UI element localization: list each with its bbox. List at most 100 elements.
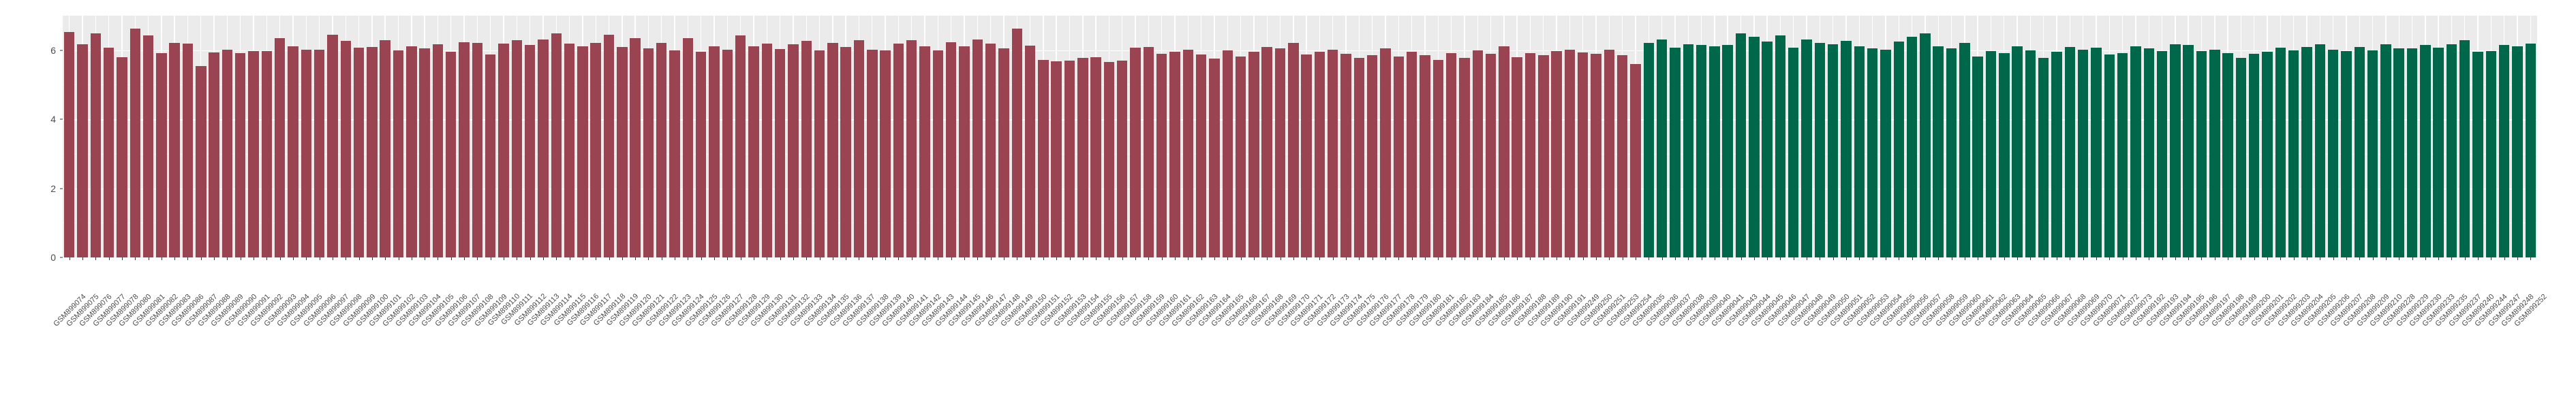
bar[interactable] [2222, 52, 2233, 257]
bar[interactable] [906, 40, 917, 257]
bar[interactable] [801, 40, 812, 257]
bar[interactable] [1906, 37, 1918, 257]
bar[interactable] [1709, 46, 1720, 257]
bar[interactable] [1472, 50, 1483, 257]
bar[interactable] [1235, 56, 1246, 257]
bar[interactable] [327, 34, 338, 257]
bar[interactable] [985, 43, 996, 257]
bar[interactable] [2459, 40, 2470, 257]
bar[interactable] [617, 46, 628, 257]
bar[interactable] [1867, 48, 1878, 257]
bar[interactable] [2038, 57, 2049, 257]
bar[interactable] [169, 42, 180, 257]
bar[interactable] [2064, 46, 2076, 257]
bar[interactable] [1551, 50, 1562, 257]
bar[interactable] [1288, 42, 1299, 257]
bar[interactable] [248, 50, 259, 257]
bar[interactable] [853, 40, 865, 257]
bar[interactable] [1604, 49, 1615, 257]
bar[interactable] [209, 52, 219, 257]
bar[interactable] [2012, 46, 2023, 257]
bar[interactable] [880, 50, 891, 257]
bar[interactable] [1117, 60, 1128, 257]
bar[interactable] [564, 43, 575, 257]
bar[interactable] [1195, 54, 1207, 257]
bar[interactable] [998, 48, 1009, 257]
bar[interactable] [288, 46, 298, 257]
bar[interactable] [1538, 55, 1549, 257]
bar[interactable] [2393, 48, 2404, 257]
bar[interactable] [1103, 62, 1115, 257]
bar[interactable] [274, 37, 286, 257]
bar[interactable] [261, 51, 273, 257]
bar[interactable] [221, 49, 233, 257]
bar[interactable] [1261, 46, 1272, 257]
bar[interactable] [1301, 54, 1312, 257]
bar[interactable] [2143, 48, 2154, 257]
bar[interactable] [182, 43, 194, 257]
bar[interactable] [367, 46, 378, 257]
bar[interactable] [2051, 52, 2062, 257]
bar[interactable] [1959, 42, 1970, 257]
bar[interactable] [2077, 49, 2089, 257]
bar[interactable] [63, 32, 75, 257]
bar[interactable] [551, 33, 562, 257]
bar[interactable] [735, 35, 746, 257]
bar[interactable] [656, 42, 667, 257]
bar[interactable] [2433, 47, 2444, 257]
bar[interactable] [1854, 46, 1865, 257]
bar[interactable] [1564, 49, 1576, 257]
bar[interactable] [669, 50, 680, 257]
bar[interactable] [1459, 57, 1470, 257]
bar[interactable] [1630, 64, 1641, 257]
bar[interactable] [919, 46, 930, 257]
bar[interactable] [1209, 59, 1220, 257]
bar[interactable] [511, 40, 523, 257]
bar[interactable] [1353, 57, 1365, 257]
bar[interactable] [353, 47, 365, 257]
bar[interactable] [2130, 46, 2141, 257]
bar[interactable] [1499, 46, 1509, 257]
bar[interactable] [1972, 56, 1983, 257]
bar[interactable] [524, 45, 536, 257]
bar[interactable] [142, 35, 154, 257]
bar[interactable] [682, 37, 694, 257]
bar[interactable] [393, 50, 404, 257]
bar[interactable] [1051, 61, 1062, 257]
bar[interactable] [1946, 48, 1957, 257]
bar[interactable] [2341, 50, 2352, 257]
bar[interactable] [695, 52, 707, 257]
bar[interactable] [1445, 52, 1457, 257]
bar[interactable] [90, 33, 101, 257]
bar[interactable] [630, 37, 641, 257]
bar[interactable] [1143, 46, 1154, 257]
bar[interactable] [1578, 52, 1589, 257]
bar[interactable] [959, 46, 970, 257]
bar[interactable] [340, 40, 351, 257]
bar[interactable] [196, 65, 206, 257]
bar[interactable] [1841, 40, 1852, 257]
bar[interactable] [2472, 52, 2483, 257]
bar[interactable] [2485, 51, 2497, 257]
bar[interactable] [313, 49, 325, 257]
bar[interactable] [814, 50, 825, 257]
bar[interactable] [2301, 46, 2312, 257]
bar[interactable] [1011, 29, 1022, 257]
bar[interactable] [1696, 45, 1707, 257]
bar[interactable] [761, 43, 772, 257]
bar[interactable] [2525, 43, 2536, 257]
bar[interactable] [1775, 35, 1786, 257]
bar[interactable] [2512, 46, 2523, 257]
bar[interactable] [1328, 49, 1338, 257]
bar[interactable] [1248, 52, 1259, 257]
bar[interactable] [1340, 53, 1351, 257]
bar[interactable] [722, 49, 733, 257]
bar[interactable] [1393, 56, 1405, 257]
bar[interactable] [1880, 49, 1891, 257]
bar[interactable] [840, 46, 851, 257]
bar[interactable] [2209, 49, 2220, 257]
bar[interactable] [867, 49, 878, 257]
bar[interactable] [2262, 52, 2273, 257]
bar[interactable] [2406, 48, 2418, 257]
bar[interactable] [2156, 50, 2168, 257]
